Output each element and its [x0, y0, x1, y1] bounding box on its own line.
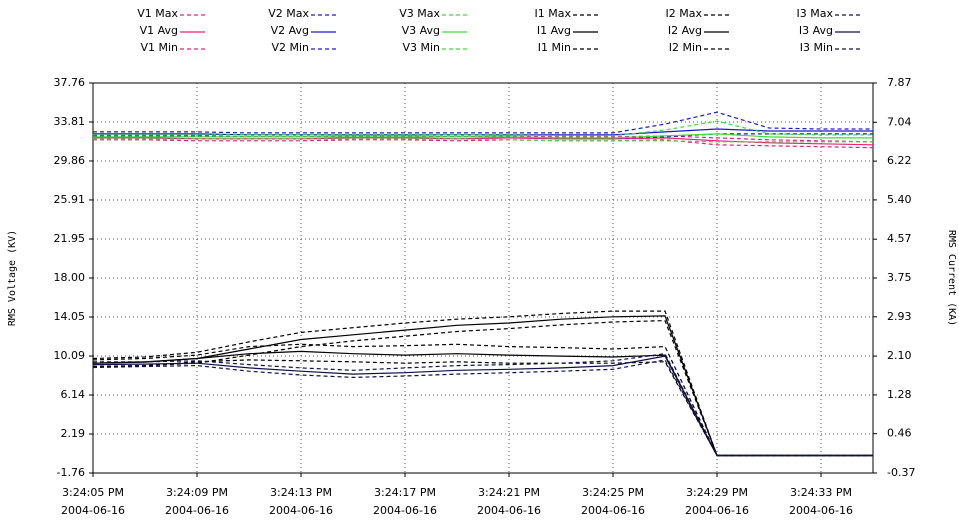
legend-label: V2 Avg	[271, 24, 309, 37]
series-line	[92, 343, 873, 457]
plot-border	[92, 82, 874, 474]
y2-tick-label: 2.10	[887, 349, 912, 362]
legend-label: I1 Min	[538, 41, 571, 54]
legend-label: V2 Max	[268, 7, 309, 20]
legend-label: V3 Min	[402, 41, 440, 54]
legend-label: I3 Max	[797, 7, 834, 20]
legend-label: I3 Min	[800, 41, 833, 54]
y2-tick-label: 3.75	[887, 271, 912, 284]
legend-label: I1 Avg	[537, 24, 571, 37]
y2-tick-label: 1.28	[887, 388, 912, 401]
x-tick-label: 2004-06-16	[269, 504, 333, 517]
series-line	[93, 139, 874, 149]
y2-tick-label: 6.22	[887, 154, 912, 167]
series-line	[92, 315, 873, 457]
x-tick-label: 2004-06-16	[581, 504, 645, 517]
y-tick-label: 14.05	[54, 310, 86, 323]
x-tick-label: 2004-06-16	[373, 504, 437, 517]
series-line	[92, 310, 873, 457]
series-line	[93, 120, 873, 137]
series-line	[93, 111, 873, 134]
y-tick-label: 29.86	[54, 154, 86, 167]
y2-tick-label: -0.37	[887, 466, 915, 479]
series-line	[93, 137, 874, 146]
series-line	[93, 138, 873, 143]
x-tick-label: 3:24:09 PM	[166, 486, 228, 499]
y-tick-label: 2.19	[61, 427, 86, 440]
x-tick-label: 2004-06-16	[789, 504, 853, 517]
series-line	[92, 350, 873, 457]
y-axis-title: RMS Voltage (KV)	[7, 230, 18, 326]
x-tick-label: 3:24:29 PM	[686, 486, 748, 499]
y2-tick-label: 7.04	[887, 115, 912, 128]
series-line	[93, 128, 873, 136]
x-tick-label: 3:24:05 PM	[62, 486, 124, 499]
y-tick-label: 10.09	[54, 349, 86, 362]
legend-label: V2 Min	[271, 41, 309, 54]
x-tick-label: 2004-06-16	[685, 504, 749, 517]
y-tick-label: 37.76	[54, 76, 86, 89]
series-line	[92, 359, 873, 457]
series-line	[92, 319, 873, 457]
x-tick-label: 3:24:21 PM	[478, 486, 540, 499]
series-line	[92, 359, 873, 457]
y2-tick-label: 4.57	[887, 232, 912, 245]
legend-label: V3 Avg	[402, 24, 440, 37]
x-tick-label: 3:24:33 PM	[790, 486, 852, 499]
y-tick-label: -1.76	[57, 466, 85, 479]
legend-label: I1 Max	[535, 7, 572, 20]
legend-label: V1 Min	[140, 41, 178, 54]
legend-label: I2 Min	[669, 41, 702, 54]
legend-label: I3 Avg	[799, 24, 833, 37]
y-tick-label: 21.95	[54, 232, 86, 245]
y-tick-label: 6.14	[61, 388, 86, 401]
x-tick-label: 2004-06-16	[61, 504, 125, 517]
legend-label: V1 Avg	[140, 24, 178, 37]
series-line	[92, 355, 873, 457]
y2-axis-title: RMS Current (KA)	[946, 230, 957, 326]
y2-tick-label: 7.87	[887, 76, 912, 89]
legend-label: V1 Max	[137, 7, 178, 20]
y2-tick-label: 0.46	[887, 427, 912, 440]
x-tick-label: 2004-06-16	[165, 504, 229, 517]
y-tick-label: 33.81	[54, 115, 86, 128]
y-tick-label: 25.91	[54, 193, 86, 206]
legend-label: V3 Max	[399, 7, 440, 20]
x-tick-label: 2004-06-16	[477, 504, 541, 517]
series-line	[93, 353, 873, 457]
x-tick-label: 3:24:25 PM	[582, 486, 644, 499]
legend-label: I2 Avg	[668, 24, 702, 37]
y2-tick-label: 2.93	[887, 310, 912, 323]
x-tick-label: 3:24:17 PM	[374, 486, 436, 499]
y-tick-label: 18.00	[54, 271, 86, 284]
series-line	[93, 133, 873, 139]
x-tick-label: 3:24:13 PM	[270, 486, 332, 499]
y2-tick-label: 5.40	[887, 193, 912, 206]
legend-label: I2 Max	[666, 7, 703, 20]
